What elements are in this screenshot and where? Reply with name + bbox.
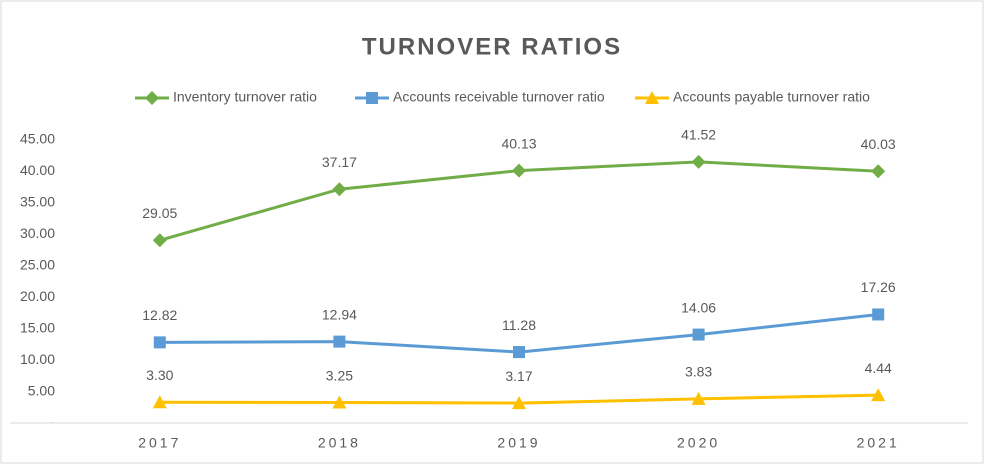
y-tick-label: 35.00: [20, 194, 55, 210]
y-tick-label: 10.00: [20, 351, 55, 367]
marker: [871, 164, 886, 179]
legend-label: Inventory turnover ratio: [173, 89, 317, 105]
y-tick-label: 40.00: [20, 162, 55, 178]
data-label: 17.26: [861, 279, 896, 295]
legend-marker: [145, 91, 159, 105]
chart-title: TURNOVER RATIOS: [362, 33, 622, 60]
marker: [871, 388, 886, 402]
y-tick-label: 30.00: [20, 225, 55, 241]
y-tick-label: 45.00: [20, 131, 55, 147]
data-label: 40.03: [861, 136, 896, 152]
marker: [872, 308, 885, 321]
marker: [691, 391, 706, 405]
legend-marker: [645, 91, 659, 104]
marker: [152, 395, 167, 409]
marker: [332, 395, 347, 409]
data-label: 12.94: [322, 306, 357, 322]
x-tick-label: 2018: [318, 435, 361, 451]
y-tick-label: 25.00: [20, 256, 55, 272]
marker: [332, 182, 347, 197]
data-label: 11.28: [502, 317, 536, 333]
data-label: 3.25: [326, 367, 353, 383]
data-label: 3.17: [505, 368, 532, 384]
marker: [153, 336, 166, 349]
data-label: 12.82: [142, 307, 177, 323]
legend-label: Accounts receivable turnover ratio: [393, 89, 605, 105]
marker: [513, 346, 525, 359]
data-label: 29.05: [142, 205, 177, 221]
legend-label: Accounts payable turnover ratio: [673, 89, 870, 105]
marker: [512, 163, 526, 178]
x-tick-label: 2020: [677, 435, 720, 451]
x-tick-label: 2017: [138, 435, 181, 451]
data-label: 3.30: [146, 367, 173, 383]
data-label: 3.83: [685, 364, 712, 380]
y-tick-label: 20.00: [20, 288, 55, 304]
marker: [691, 154, 706, 169]
data-label: 4.44: [865, 360, 892, 376]
marker: [333, 335, 346, 348]
y-tick-label: 15.00: [20, 319, 55, 335]
marker: [152, 233, 167, 248]
data-label: 37.17: [322, 154, 357, 170]
x-tick-label: 2021: [857, 435, 900, 451]
data-label: 40.13: [501, 135, 536, 151]
data-label: 14.06: [681, 299, 716, 315]
y-tick-label: 5.00: [28, 382, 55, 398]
y-tick-label: -: [50, 414, 55, 430]
data-label: 41.52: [681, 127, 716, 143]
x-tick-label: 2019: [497, 435, 540, 451]
marker: [692, 328, 705, 341]
marker: [512, 396, 526, 410]
legend-marker: [366, 92, 378, 104]
